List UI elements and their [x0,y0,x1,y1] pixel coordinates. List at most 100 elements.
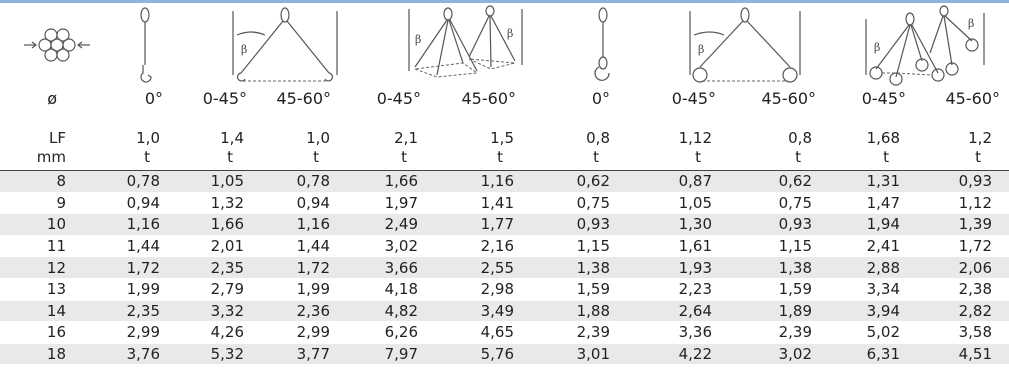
diameter-cell: 14 [0,299,66,322]
load-value-cell: 3,66 [330,256,418,279]
diameter-cell: 13 [0,277,66,301]
load-unit: t [313,148,319,166]
table-row: 8 0,78 1,05 0,78 1,66 1,16 0,62 0,87 0,62 1,31 0,9… [0,170,1009,193]
three-four-leg-eye-hook-sling-icon: ββ [865,5,985,86]
load-value-cell: 1,59 [712,277,812,301]
load-value-cell: 2,99 [66,321,160,344]
load-value-cell: 1,93 [610,256,712,279]
row-end-padding [992,191,1009,214]
load-value-cell: 0,62 [514,170,610,193]
load-value-cell: 2,36 [244,299,330,322]
load-value-cell: 0,93 [514,213,610,236]
load-factor-value: 2,1 [394,129,418,147]
two-leg-eye-hook-sling-icon: β [689,7,801,83]
load-factor-value: 1,0 [306,129,330,147]
single-leg-eye-hook-sling-icon [594,7,610,81]
row-end-padding [992,299,1009,322]
angle-header-row: ø 0° 0-45° 45-60° 0-45° 45-60° 0° 0-45° … [0,89,1009,109]
load-value-cell: 1,32 [160,191,244,214]
load-value-cell: 2,64 [610,299,712,322]
load-factor-value: 1,12 [678,129,712,147]
angle-label: 45-60° [461,89,517,108]
angle-label: 0-45° [202,89,247,108]
table-row: 14 2,35 3,32 2,36 4,82 3,49 1,88 2,64 1,89 3,94 2,… [0,299,1009,322]
load-value-cell: 1,77 [418,213,514,236]
diameter-cell: 18 [0,342,66,365]
diameter-cell: 12 [0,256,66,279]
single-leg-hook-sling-icon [140,7,152,83]
load-value-cell: 4,22 [610,342,712,365]
load-value-cell: 1,66 [330,170,418,193]
load-factor-value: 1,0 [136,129,160,147]
row-end-padding [992,342,1009,365]
load-value-cell: 2,49 [330,213,418,236]
load-value-cell: 1,89 [712,299,812,322]
load-value-cell: 1,30 [610,213,712,236]
load-factor-value: 1,68 [866,129,900,147]
load-value-cell: 3,76 [66,342,160,365]
load-unit: t [401,148,407,166]
table-row: 12 1,72 2,35 1,72 3,66 2,55 1,38 1,93 1,38 2,88 2,… [0,256,1009,279]
svg-text:β: β [968,17,974,30]
load-value-cell: 4,18 [330,277,418,301]
table-row: 10 1,16 1,66 1,16 2,49 1,77 0,93 1,30 0,93 1,94 1,… [0,213,1009,236]
load-value-cell: 4,65 [418,321,514,344]
load-value-cell: 4,51 [900,342,992,365]
row-end-padding [992,256,1009,279]
load-value-cell: 1,44 [244,234,330,257]
load-value-cell: 1,16 [66,213,160,236]
load-value-cell: 2,39 [514,321,610,344]
svg-text:β: β [698,43,704,56]
load-value-cell: 1,94 [812,213,900,236]
angle-label: 0-45° [861,89,906,108]
header-accent-bar [0,0,1009,3]
load-value-cell: 5,76 [418,342,514,365]
load-unit: t [695,148,701,166]
load-value-cell: 2,88 [812,256,900,279]
table-row: 9 0,94 1,32 0,94 1,97 1,41 0,75 1,05 0,75 1,47 1,1… [0,191,1009,214]
load-value-cell: 3,36 [610,321,712,344]
diameter-cell: 10 [0,213,66,236]
load-value-cell: 2,39 [712,321,812,344]
load-value-cell: 1,38 [712,256,812,279]
load-value-cell: 2,06 [900,256,992,279]
load-value-cell: 1,72 [244,256,330,279]
load-value-cell: 1,66 [160,213,244,236]
row-end-padding [992,170,1009,193]
table-row: 13 1,99 2,79 1,99 4,18 2,98 1,59 2,23 1,59 3,34 2,… [0,277,1009,301]
load-value-cell: 4,82 [330,299,418,322]
load-value-cell: 1,61 [610,234,712,257]
load-unit: t [883,148,889,166]
load-value-cell: 3,02 [330,234,418,257]
load-value-cell: 1,38 [514,256,610,279]
load-unit: t [227,148,233,166]
unit-row: mm t t t t t t t t t t [0,147,1009,167]
load-factor-value: 0,8 [586,129,610,147]
load-value-cell: 7,97 [330,342,418,365]
row-end-padding [992,321,1009,344]
load-value-cell: 5,02 [812,321,900,344]
load-unit: t [975,148,981,166]
load-value-cell: 1,99 [244,277,330,301]
diameter-cell: 8 [0,170,66,193]
load-value-cell: 2,79 [160,277,244,301]
angle-label: 45-60° [276,89,332,108]
diameter-cell: 16 [0,321,66,344]
load-factor-row: LF 1,0 1,4 1,0 2,1 1,5 0,8 1,12 0,8 1,68… [0,128,1009,148]
svg-text:β: β [241,43,247,56]
load-value-cell: 3,01 [514,342,610,365]
svg-text:β: β [874,41,880,54]
two-leg-hook-sling-icon: β [232,7,338,82]
angle-label: 45-60° [945,89,1001,108]
angle-label: 0-45° [671,89,716,108]
load-table: 8 0,78 1,05 0,78 1,66 1,16 0,62 0,87 0,62 1,31 0,9… [0,170,1009,365]
load-value-cell: 3,77 [244,342,330,365]
load-value-cell: 2,82 [900,299,992,322]
load-value-cell: 3,94 [812,299,900,322]
load-unit: t [144,148,150,166]
diameter-cell: 11 [0,234,66,257]
load-value-cell: 2,23 [610,277,712,301]
load-factor-value: 1,5 [490,129,514,147]
wire-rope-cross-section-icon [24,28,90,62]
